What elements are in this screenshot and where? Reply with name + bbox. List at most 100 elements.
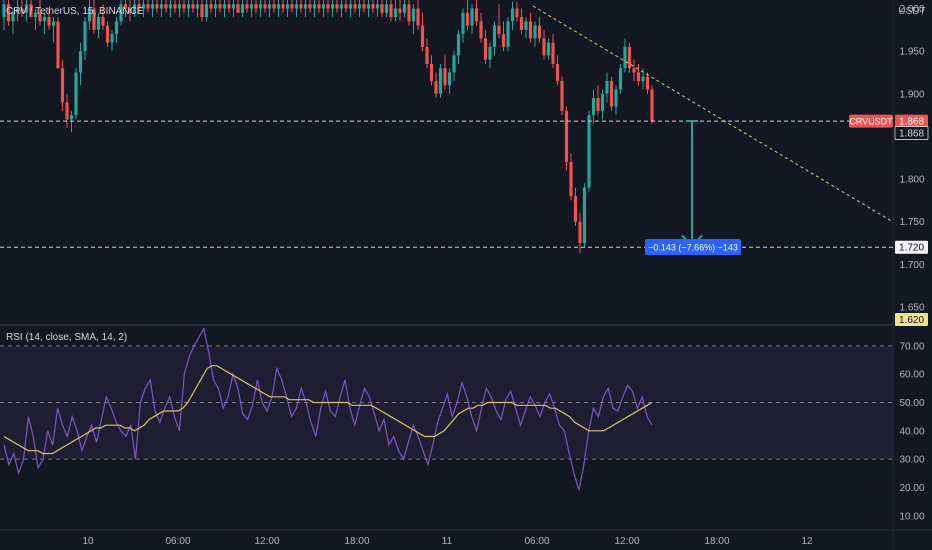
candle[interactable] xyxy=(222,0,227,18)
candle[interactable] xyxy=(348,0,353,18)
candle[interactable] xyxy=(146,0,150,13)
candle[interactable] xyxy=(173,0,177,13)
candle[interactable] xyxy=(573,187,578,226)
candle[interactable] xyxy=(29,0,33,18)
candle[interactable] xyxy=(407,0,411,26)
candle[interactable] xyxy=(51,17,56,43)
candle[interactable] xyxy=(623,38,627,73)
candle[interactable] xyxy=(627,42,632,73)
candle[interactable] xyxy=(213,0,218,18)
candle[interactable] xyxy=(47,8,51,30)
candle[interactable] xyxy=(443,55,447,90)
symbol-title[interactable]: CRV / TetherUS, 15, BINANCE xyxy=(6,6,144,17)
candle[interactable] xyxy=(137,0,141,13)
candle[interactable] xyxy=(20,0,24,18)
candle[interactable] xyxy=(204,0,209,22)
candle[interactable] xyxy=(380,0,384,18)
candle[interactable] xyxy=(537,17,542,43)
candle[interactable] xyxy=(101,4,105,30)
candle[interactable] xyxy=(114,17,119,43)
candle[interactable] xyxy=(398,0,402,22)
candle[interactable] xyxy=(267,0,272,18)
candle[interactable] xyxy=(321,0,326,18)
candle[interactable] xyxy=(375,0,380,18)
candle[interactable] xyxy=(362,0,366,13)
candle[interactable] xyxy=(510,1,515,30)
candle[interactable] xyxy=(168,0,173,18)
candle[interactable] xyxy=(591,89,596,124)
candle[interactable] xyxy=(78,42,83,86)
candle[interactable] xyxy=(209,0,213,13)
target-price-badge[interactable]: 1.720 xyxy=(895,240,928,254)
candle[interactable] xyxy=(96,12,101,39)
candle[interactable] xyxy=(74,68,78,120)
candle[interactable] xyxy=(344,0,348,13)
candle[interactable] xyxy=(425,38,429,69)
candle[interactable] xyxy=(294,0,299,18)
candle[interactable] xyxy=(308,0,312,13)
candle[interactable] xyxy=(650,85,654,124)
candle[interactable] xyxy=(11,8,15,35)
candle[interactable] xyxy=(420,12,425,52)
candle[interactable] xyxy=(479,12,483,43)
candle[interactable] xyxy=(272,0,276,13)
candle[interactable] xyxy=(299,0,303,13)
candle[interactable] xyxy=(353,0,357,13)
candle[interactable] xyxy=(582,183,587,248)
candle[interactable] xyxy=(155,0,159,13)
trendline[interactable] xyxy=(532,5,894,223)
candle[interactable] xyxy=(195,0,200,18)
candle[interactable] xyxy=(555,55,560,86)
candle[interactable] xyxy=(501,21,506,52)
price-pane[interactable] xyxy=(0,0,893,324)
candle[interactable] xyxy=(200,0,204,22)
candle[interactable] xyxy=(276,0,281,18)
candle[interactable] xyxy=(15,0,20,22)
candle[interactable] xyxy=(254,0,258,13)
candle[interactable] xyxy=(614,85,618,116)
candle[interactable] xyxy=(150,0,155,18)
candle[interactable] xyxy=(393,0,398,22)
candle[interactable] xyxy=(357,0,362,18)
candle[interactable] xyxy=(456,29,461,64)
candle[interactable] xyxy=(231,0,236,18)
low-price-badge[interactable]: 1.620 xyxy=(895,313,928,326)
candle[interactable] xyxy=(159,0,164,18)
candle[interactable] xyxy=(326,0,330,13)
candle[interactable] xyxy=(578,213,582,254)
candle[interactable] xyxy=(461,8,465,43)
candle[interactable] xyxy=(411,4,416,35)
candle[interactable] xyxy=(636,63,641,86)
candle[interactable] xyxy=(38,0,42,26)
candle[interactable] xyxy=(560,76,564,116)
candle[interactable] xyxy=(83,17,87,60)
candle[interactable] xyxy=(263,0,267,13)
candle[interactable] xyxy=(528,12,533,43)
candle[interactable] xyxy=(249,0,254,18)
candle[interactable] xyxy=(402,0,407,18)
candle[interactable] xyxy=(389,0,393,22)
candle[interactable] xyxy=(524,17,528,39)
candle[interactable] xyxy=(218,0,222,13)
candle[interactable] xyxy=(240,0,245,18)
candle[interactable] xyxy=(447,68,452,94)
candle[interactable] xyxy=(618,63,623,94)
candle[interactable] xyxy=(429,55,434,86)
candle[interactable] xyxy=(339,0,344,18)
candle[interactable] xyxy=(519,8,524,35)
candle[interactable] xyxy=(371,0,375,13)
candle[interactable] xyxy=(483,29,488,64)
candle[interactable] xyxy=(366,0,371,18)
candle[interactable] xyxy=(609,76,614,111)
candle[interactable] xyxy=(56,17,60,69)
rsi-title[interactable]: RSI (14, close, SMA, 14, 2) xyxy=(6,332,127,343)
candle[interactable] xyxy=(24,0,29,22)
rsi-ma-line[interactable] xyxy=(3,365,653,455)
candle[interactable] xyxy=(596,85,600,116)
candle[interactable] xyxy=(141,0,146,18)
candle[interactable] xyxy=(132,0,137,18)
candle[interactable] xyxy=(542,29,546,60)
candle[interactable] xyxy=(465,0,470,30)
candle[interactable] xyxy=(164,0,168,13)
